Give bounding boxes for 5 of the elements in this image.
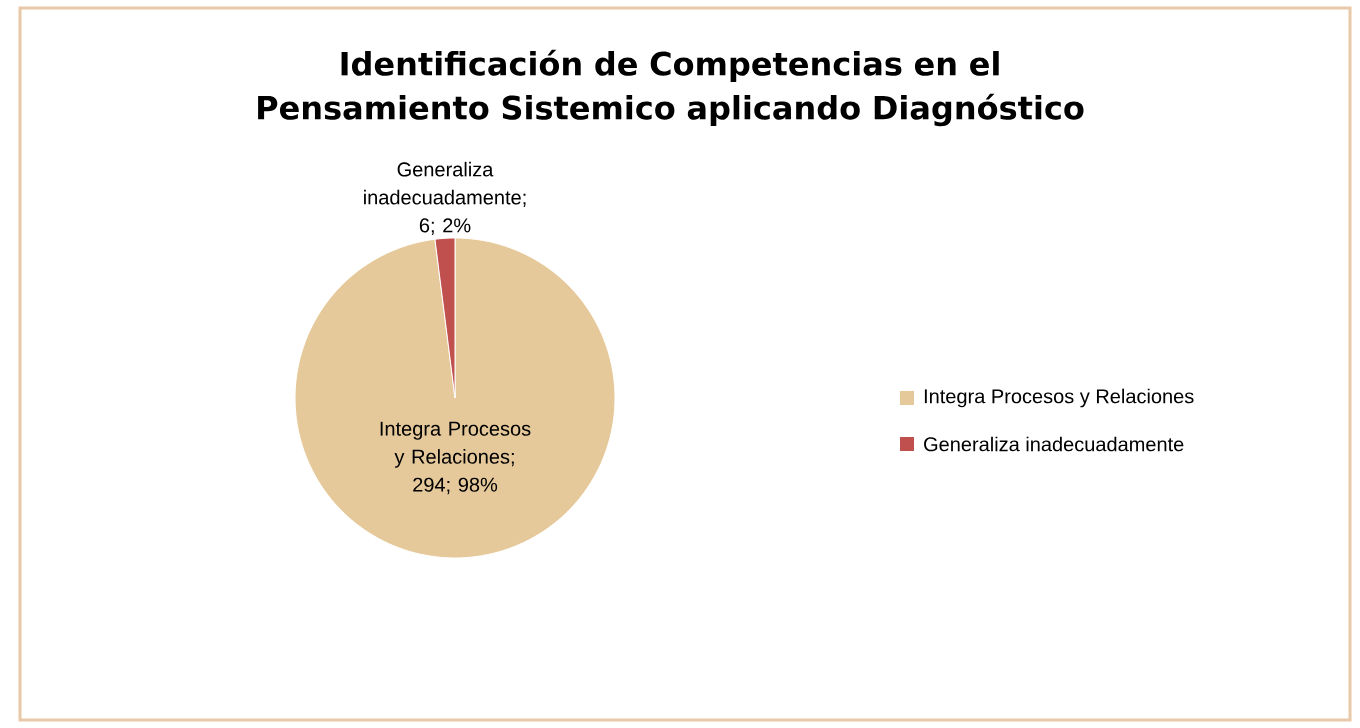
data-label: Generaliza inadecuadamente; 6; 2% — [364, 161, 526, 235]
legend-label: Integra Procesos y Relaciones — [924, 388, 1194, 408]
data-label: Integra Procesos y Relaciones; 294; 98% — [380, 421, 531, 495]
legend-label: Generaliza inadecuadamente — [924, 436, 1184, 452]
chart-title: Identificación de Competencias en el Pensamiento Sistemico aplicando Diagnóstico — [258, 49, 1084, 127]
